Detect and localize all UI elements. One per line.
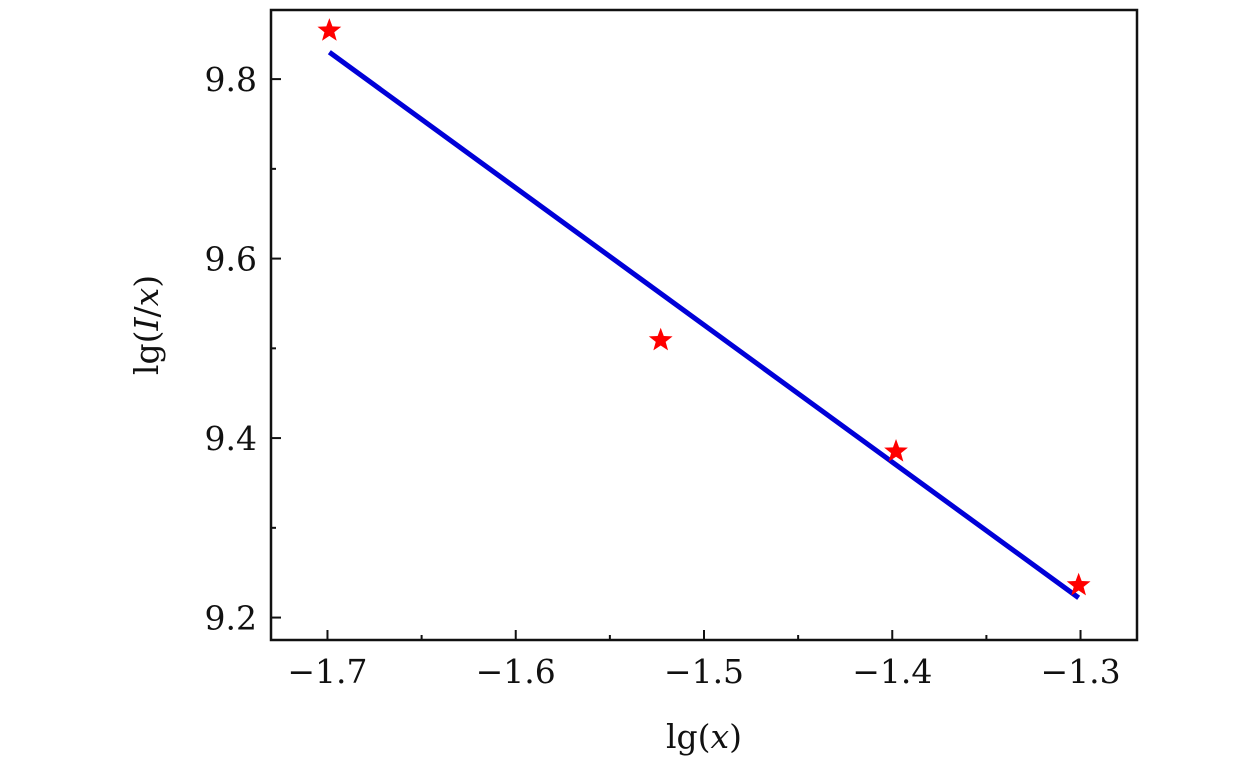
y-axis-label-variable-2: x [127,287,166,306]
x-axis-tick-labels: −1.7 −1.6 −1.5 −1.4 −1.3 [287,652,1120,691]
data-point-1 [648,327,673,351]
y-tick-label-0: 9.2 [205,599,257,638]
fit-line-series [327,50,1081,600]
x-tick-label-0: −1.7 [287,652,367,691]
y-tick-label-1: 9.4 [205,419,257,458]
x-tick-label-2: −1.5 [664,652,744,691]
x-axis-ticks [326,630,1082,640]
fit-line [327,50,1081,600]
x-axis-label: lg(x) [666,717,742,756]
y-axis-label-prefix: lg( [127,331,166,376]
y-axis-label-suffix: ) [127,275,166,288]
y-axis-label: lg(I/x) [127,275,166,375]
x-tick-label-4: −1.3 [1040,652,1120,691]
x-axis-label-prefix: lg( [666,717,711,756]
data-point-2 [884,439,908,462]
y-tick-label-3: 9.8 [205,60,257,99]
y-axis-label-variable-1: I [127,317,166,332]
x-tick-label-1: −1.6 [476,652,556,691]
y-tick-label-2: 9.6 [205,240,257,279]
data-point-3 [1066,572,1091,596]
x-axis-label-suffix: ) [729,717,742,756]
y-axis-label-separator: / [127,306,166,318]
y-axis-tick-labels: 9.2 9.4 9.6 9.8 [205,60,257,637]
y-axis-ticks [271,78,281,619]
data-point-0 [317,18,342,41]
x-tick-label-3: −1.4 [852,652,932,691]
x-axis-label-variable: x [711,717,730,756]
scatter-series [317,18,1091,596]
